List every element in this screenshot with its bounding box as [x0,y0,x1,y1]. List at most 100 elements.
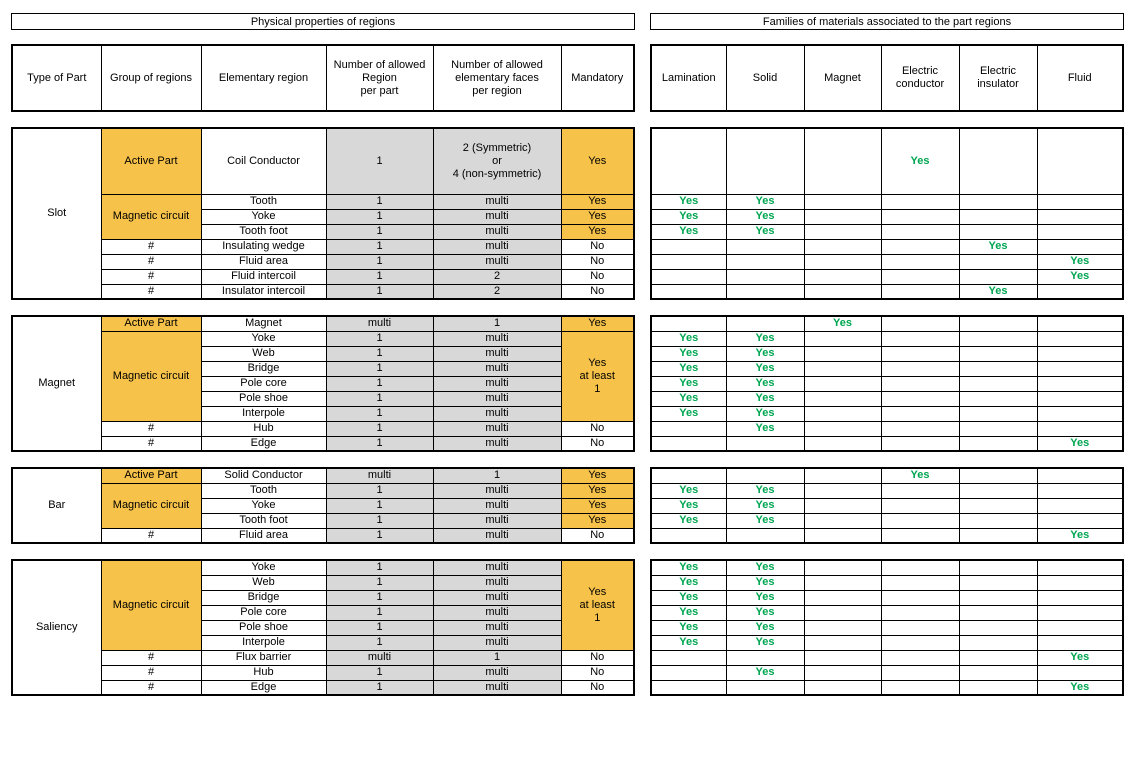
material-cell [958,223,1038,240]
material-cell [958,268,1038,285]
material-cell [1036,589,1124,606]
material-cell [1036,375,1124,392]
col-header-elementary-region: Elementary region [200,44,327,112]
table-row: Yes Yes [650,375,1124,392]
region-cell: Fluid area [200,527,327,544]
material-cell [1036,208,1124,225]
regions-per-part-cell: 1 [325,330,434,347]
regions-per-part-cell: 1 [325,559,434,576]
material-cell [803,559,882,576]
regions-per-part-cell: multi [325,649,434,666]
mandatory-cell: No [560,649,635,666]
mandatory-cell: Yes at least 1 [560,559,635,651]
faces-per-region-cell: multi [432,634,562,651]
material-cell: Yes [1036,268,1124,285]
group-cell: Magnetic circuit [100,330,202,422]
material-cell [958,619,1038,636]
regions-per-part-cell: 1 [325,512,434,529]
region-cell: Yoke [200,330,327,347]
physical-properties-table-saliency: Saliency Magnetic circuit Yoke 1 multi Yes at… [11,559,635,696]
material-cell [880,664,960,681]
material-cell: Yes [1036,435,1124,452]
material-cell: Yes [958,283,1038,300]
material-cell [803,238,882,255]
material-cell [958,604,1038,621]
part-cell: Slot [11,127,102,300]
material-cell [1036,559,1124,576]
faces-per-region-cell: multi [432,435,562,452]
table-row: Slot Active Part Coil Conductor 1 2 (Symmetr… [11,127,635,300]
material-cell [880,559,960,576]
table-row: Yes [650,679,1124,696]
region-cell: Insulator intercoil [200,283,327,300]
material-cell: Yes [803,315,882,332]
materials-table-magnet: Yes Yes Yes Yes Yes Yes Yes Yes Yes Yes Yes Yes Yes Y… [650,315,1124,452]
physical-properties-header-table: Type of Part Group of regions Elementary… [11,44,635,112]
region-cell: Fluid intercoil [200,268,327,285]
table-row: # Edge 1 multi No [12,679,635,696]
material-cell [803,527,882,544]
material-cell: Yes [725,559,805,576]
material-cell [958,375,1038,392]
regions-per-part-cell: 1 [325,238,434,255]
table-row: Yes [650,253,1124,270]
material-cell: Yes [650,512,727,529]
material-cell [803,330,882,347]
physical-properties-table-slot: Slot Active Part Coil Conductor 1 2 (Symmetr… [11,127,635,300]
col-header-type-of-part: Type of Part [11,44,102,112]
material-cell [958,420,1038,437]
table-row: Pole core 1 multi [12,375,634,392]
region-cell: Tooth [200,482,327,499]
group-cell: # [100,649,202,666]
material-cell [958,679,1038,696]
material-cell [650,527,727,544]
material-cell [803,208,882,225]
material-cell [725,315,805,332]
mandatory-cell: Yes [560,315,635,332]
faces-per-region-cell: multi [432,330,562,347]
region-cell: Bridge [200,589,327,606]
material-cell [958,405,1038,422]
material-cell [958,574,1038,591]
table-row: Interpole 1 multi [12,634,634,651]
material-cell [958,649,1038,666]
material-cell [1036,512,1124,529]
col-header-electric-conductor: Electric conductor [880,44,960,112]
mandatory-cell: No [560,268,635,285]
table-row: Pole shoe 1 multi [12,390,634,407]
section-saliency: Saliency Magnetic circuit Yoke 1 multi Yes at… [11,559,1130,696]
regions-per-part-cell: 1 [325,435,434,452]
material-cell [803,268,882,285]
material-cell [880,527,960,544]
material-cell [1036,604,1124,621]
region-cell: Pole core [200,375,327,392]
material-cell [958,127,1038,195]
table-row: Yoke 1 multi Yes [12,208,635,225]
material-cell [1036,193,1124,210]
col-header-group-of-regions: Group of regions [100,44,202,112]
regions-per-part-cell: 1 [325,420,434,437]
material-cell: Yes [725,375,805,392]
material-cell [650,467,727,484]
faces-per-region-cell: multi [432,420,562,437]
region-cell: Flux barrier [200,649,327,666]
faces-per-region-cell: multi [432,574,562,591]
material-cell [958,253,1038,270]
table-row: Yes [650,435,1124,452]
region-cell: Fluid area [200,253,327,270]
regions-per-part-cell: 1 [325,604,434,621]
faces-per-region-cell: multi [432,497,562,514]
material-cell: Yes [650,604,727,621]
material-cell [725,679,805,696]
region-cell: Insulating wedge [200,238,327,255]
material-cell: Yes [725,345,805,362]
mandatory-cell: No [560,664,635,681]
table-row: Yes Yes [650,390,1124,407]
group-cell: # [100,238,202,255]
material-cell: Yes [958,238,1038,255]
region-cell: Tooth foot [200,512,327,529]
material-cell: Yes [880,467,960,484]
col-header-solid: Solid [725,44,805,112]
mandatory-cell: No [560,527,635,544]
material-cell [880,649,960,666]
